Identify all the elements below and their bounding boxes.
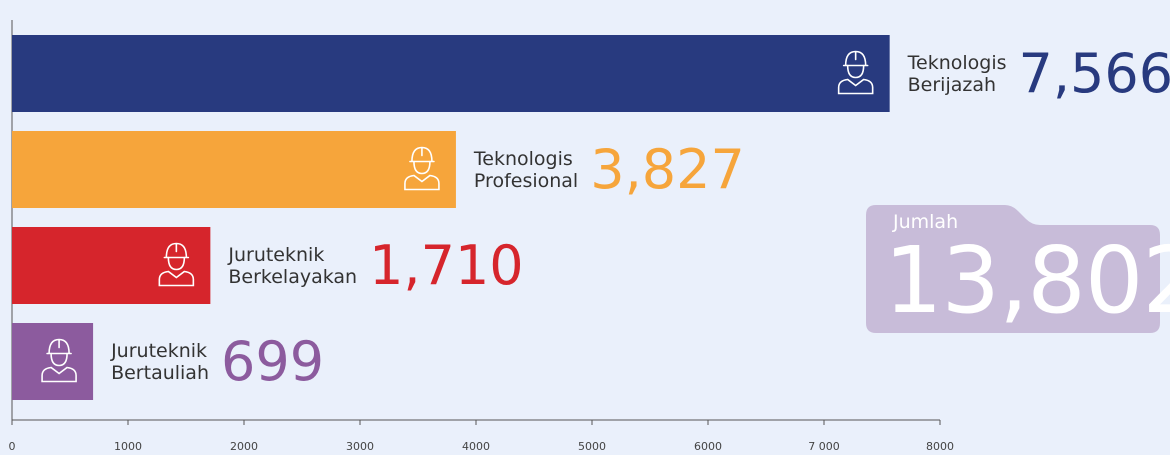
value-label: 1,710 bbox=[369, 233, 524, 297]
icon-face bbox=[846, 64, 865, 79]
total-label: Jumlah bbox=[893, 211, 959, 233]
bar bbox=[12, 131, 456, 208]
category-label: Teknologis Profesional bbox=[473, 147, 579, 192]
icon-face bbox=[50, 352, 68, 367]
x-tick-label: 0 bbox=[9, 440, 16, 453]
bar-label: Juruteknik Berkelayakan 1,710 bbox=[228, 233, 524, 297]
x-tick-label: 7 000 bbox=[808, 440, 840, 453]
x-tick-label: 6000 bbox=[694, 440, 722, 453]
x-tick-label: 4000 bbox=[462, 440, 490, 453]
bar-icon bbox=[41, 338, 77, 383]
icon-face bbox=[167, 256, 186, 271]
category-label: Juruteknik Bertauliah bbox=[111, 339, 209, 384]
x-tick-label: 5000 bbox=[578, 440, 606, 453]
x-tick-label: 3000 bbox=[346, 440, 374, 453]
bar-label: Teknologis Berijazah 7,566 bbox=[907, 41, 1170, 105]
value-label: 7,566 bbox=[1018, 41, 1170, 105]
icon-body bbox=[158, 270, 195, 287]
category-label: Juruteknik Berkelayakan bbox=[228, 243, 358, 288]
value-label: 699 bbox=[220, 329, 325, 393]
icon-body bbox=[41, 366, 77, 383]
bar bbox=[12, 227, 211, 304]
bar-label: Teknologis Profesional 3,827 bbox=[473, 137, 745, 201]
category-label: Teknologis Berijazah bbox=[907, 51, 1007, 96]
icon-body bbox=[404, 174, 440, 191]
total-value: 13,802 bbox=[884, 227, 1170, 334]
bar-label: Juruteknik Bertauliah 699 bbox=[111, 329, 325, 393]
total-box bbox=[866, 205, 1160, 333]
x-tick-label: 2000 bbox=[230, 440, 258, 453]
bar-icon bbox=[404, 146, 440, 191]
x-tick-label: 8000 bbox=[926, 440, 954, 453]
icon-face bbox=[413, 160, 431, 175]
bar bbox=[12, 35, 890, 112]
value-label: 3,827 bbox=[590, 137, 745, 201]
bar-icon bbox=[158, 242, 195, 287]
x-tick-label: 1000 bbox=[114, 440, 142, 453]
bar-icon bbox=[837, 50, 874, 95]
icon-body bbox=[837, 78, 874, 95]
